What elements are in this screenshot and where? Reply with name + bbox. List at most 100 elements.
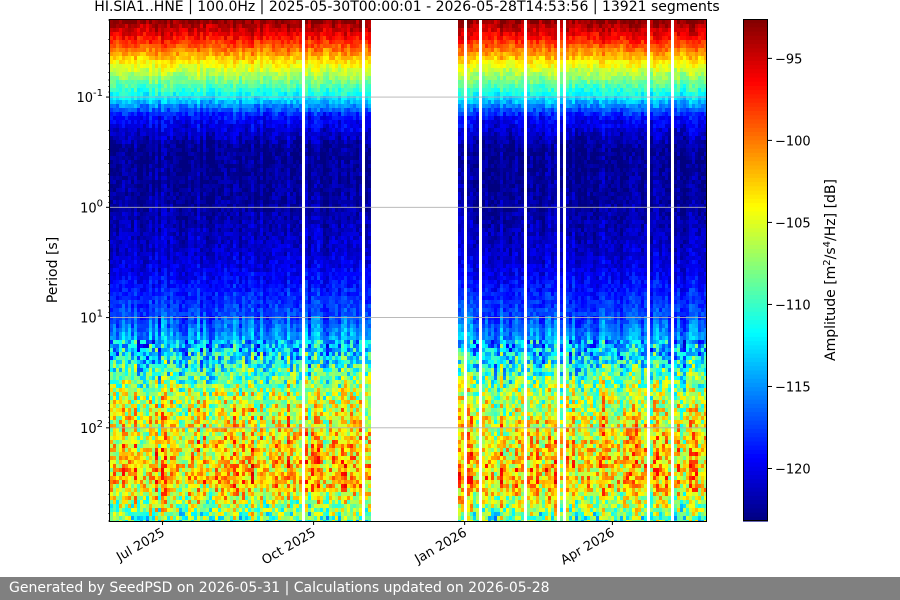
- heatmap-cell: [197, 176, 200, 180]
- heatmap-cell: [227, 44, 230, 48]
- heatmap-cell: [146, 240, 149, 244]
- heatmap-cell: [182, 508, 185, 512]
- heatmap-cell: [128, 116, 131, 120]
- heatmap-cell: [191, 192, 194, 196]
- heatmap-cell: [110, 132, 113, 136]
- heatmap-cell: [203, 292, 206, 296]
- heatmap-cell: [146, 456, 149, 460]
- heatmap-cell: [137, 308, 140, 312]
- heatmap-cell: [209, 28, 212, 32]
- heatmap-cell: [161, 84, 164, 88]
- heatmap-cell: [149, 112, 152, 116]
- heatmap-cell: [164, 464, 167, 468]
- heatmap-cell: [131, 464, 134, 468]
- heatmap-cell: [182, 48, 185, 52]
- heatmap-cell: [182, 332, 185, 336]
- heatmap-cell: [173, 484, 176, 488]
- heatmap-cell: [212, 484, 215, 488]
- heatmap-cell: [140, 340, 143, 344]
- heatmap-cell: [203, 380, 206, 384]
- heatmap-cell: [206, 136, 209, 140]
- heatmap-cell: [131, 204, 134, 208]
- heatmap-cell: [206, 224, 209, 228]
- heatmap-cell: [215, 172, 218, 176]
- heatmap-cell: [170, 84, 173, 88]
- heatmap-cell: [119, 480, 122, 484]
- heatmap-cell: [110, 512, 113, 516]
- heatmap-cell: [146, 404, 149, 408]
- heatmap-cell: [122, 372, 125, 376]
- heatmap-cell: [200, 140, 203, 144]
- heatmap-cell: [188, 344, 191, 348]
- heatmap-cell: [194, 308, 197, 312]
- heatmap-column: [197, 20, 200, 521]
- heatmap-cell: [122, 304, 125, 308]
- heatmap-cell: [143, 44, 146, 48]
- heatmap-cell: [203, 408, 206, 412]
- heatmap-cell: [179, 376, 182, 380]
- heatmap-cell: [170, 156, 173, 160]
- heatmap-cell: [125, 76, 128, 80]
- heatmap-cell: [137, 204, 140, 208]
- heatmap-cell: [170, 172, 173, 176]
- heatmap-cell: [155, 488, 158, 492]
- heatmap-cell: [197, 44, 200, 48]
- heatmap-cell: [179, 72, 182, 76]
- heatmap-cell: [188, 400, 191, 404]
- heatmap-cell: [182, 180, 185, 184]
- heatmap-cell: [155, 196, 158, 200]
- heatmap-cell: [143, 432, 146, 436]
- heatmap-cell: [209, 288, 212, 292]
- heatmap-cell: [161, 216, 164, 220]
- heatmap-cell: [188, 312, 191, 316]
- heatmap-cell: [176, 188, 179, 192]
- heatmap-cell: [149, 520, 152, 521]
- heatmap-cell: [167, 428, 170, 432]
- heatmap-cell: [140, 408, 143, 412]
- heatmap-cell: [173, 232, 176, 236]
- heatmap-cell: [206, 308, 209, 312]
- heatmap-cell: [191, 156, 194, 160]
- heatmap-cell: [134, 84, 137, 88]
- heatmap-cell: [137, 188, 140, 192]
- heatmap-cell: [221, 76, 224, 80]
- heatmap-cell: [176, 364, 179, 368]
- heatmap-cell: [131, 296, 134, 300]
- heatmap-cell: [146, 464, 149, 468]
- heatmap-cell: [227, 172, 230, 176]
- heatmap-cell: [194, 384, 197, 388]
- heatmap-cell: [155, 124, 158, 128]
- heatmap-cell: [137, 372, 140, 376]
- heatmap-cell: [176, 356, 179, 360]
- heatmap-cell: [191, 196, 194, 200]
- heatmap-cell: [191, 208, 194, 212]
- heatmap-cell: [149, 448, 152, 452]
- heatmap-cell: [110, 256, 113, 260]
- heatmap-cell: [203, 136, 206, 140]
- heatmap-cell: [143, 344, 146, 348]
- heatmap-cell: [167, 260, 170, 264]
- heatmap-cell: [158, 108, 161, 112]
- heatmap-cell: [158, 152, 161, 156]
- heatmap-cell: [167, 28, 170, 32]
- heatmap-cell: [119, 76, 122, 80]
- heatmap-cell: [149, 340, 152, 344]
- heatmap-cell: [197, 508, 200, 512]
- heatmap-cell: [137, 180, 140, 184]
- heatmap-cell: [134, 72, 137, 76]
- heatmap-cell: [194, 40, 197, 44]
- heatmap-cell: [170, 216, 173, 220]
- heatmap-cell: [119, 264, 122, 268]
- heatmap-cell: [122, 472, 125, 476]
- heatmap-cell: [179, 456, 182, 460]
- heatmap-cell: [194, 124, 197, 128]
- heatmap-cell: [224, 420, 227, 424]
- heatmap-cell: [158, 404, 161, 408]
- heatmap-cell: [137, 244, 140, 248]
- heatmap-cell: [188, 396, 191, 400]
- heatmap-cell: [116, 280, 119, 284]
- heatmap-cell: [143, 120, 146, 124]
- heatmap-cell: [167, 408, 170, 412]
- heatmap-cell: [173, 440, 176, 444]
- heatmap-cell: [224, 360, 227, 364]
